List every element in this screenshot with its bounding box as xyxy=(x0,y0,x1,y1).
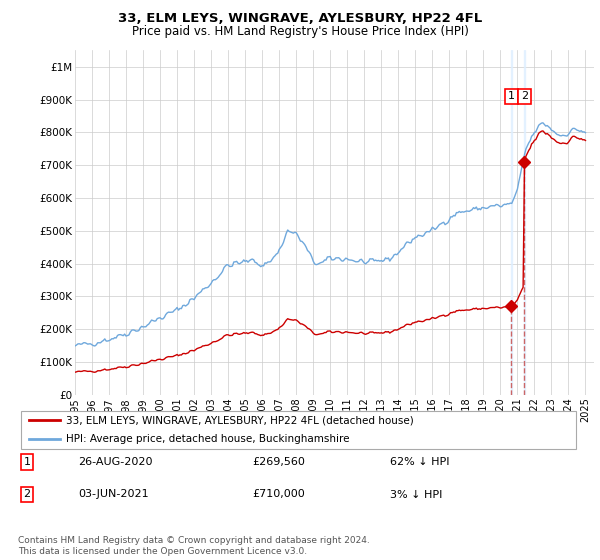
Text: 03-JUN-2021: 03-JUN-2021 xyxy=(78,489,149,500)
Text: Contains HM Land Registry data © Crown copyright and database right 2024.
This d: Contains HM Land Registry data © Crown c… xyxy=(18,536,370,556)
Text: 1: 1 xyxy=(23,457,31,467)
Text: HPI: Average price, detached house, Buckinghamshire: HPI: Average price, detached house, Buck… xyxy=(66,435,349,445)
FancyBboxPatch shape xyxy=(21,411,577,449)
Text: 62% ↓ HPI: 62% ↓ HPI xyxy=(390,457,449,467)
Text: £269,560: £269,560 xyxy=(252,457,305,467)
Text: 3% ↓ HPI: 3% ↓ HPI xyxy=(390,489,442,500)
Text: 2: 2 xyxy=(521,91,528,101)
Text: 33, ELM LEYS, WINGRAVE, AYLESBURY, HP22 4FL (detached house): 33, ELM LEYS, WINGRAVE, AYLESBURY, HP22 … xyxy=(66,415,413,425)
Text: 33, ELM LEYS, WINGRAVE, AYLESBURY, HP22 4FL: 33, ELM LEYS, WINGRAVE, AYLESBURY, HP22 … xyxy=(118,12,482,25)
Text: 26-AUG-2020: 26-AUG-2020 xyxy=(78,457,152,467)
Text: £710,000: £710,000 xyxy=(252,489,305,500)
Text: 2: 2 xyxy=(23,489,31,500)
Bar xyxy=(511,50,512,395)
Text: Price paid vs. HM Land Registry's House Price Index (HPI): Price paid vs. HM Land Registry's House … xyxy=(131,25,469,38)
Bar xyxy=(524,50,525,395)
Text: 1: 1 xyxy=(508,91,515,101)
